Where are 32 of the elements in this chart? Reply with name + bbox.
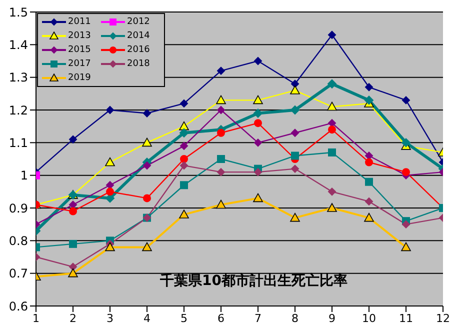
y-tick-label: 1.5: [8, 5, 28, 20]
x-tick-label: 3: [106, 312, 114, 325]
x-tick-label: 2: [70, 312, 76, 325]
x-tick-label: 11: [399, 312, 413, 325]
x-tick-label: 8: [292, 312, 298, 325]
y-tick-label: 0.6: [8, 299, 28, 314]
legend-label: 2017: [68, 59, 91, 69]
legend-label: 2018: [127, 59, 150, 69]
y-tick-label: 0.7: [8, 266, 28, 281]
legend-label: 2011: [68, 17, 91, 27]
y-tick-label: 1.2: [8, 103, 28, 118]
y-tick-label: 0.8: [8, 234, 28, 248]
y-tick-label: 0.9: [8, 201, 28, 216]
legend-label: 2013: [68, 31, 91, 41]
legend-label: 2019: [68, 73, 91, 83]
x-tick-label: 10: [362, 312, 376, 325]
legend-label: 2014: [127, 31, 150, 41]
x-tick-label: 4: [144, 312, 150, 325]
x-tick-label: 12: [436, 312, 450, 325]
x-tick-label: 1: [32, 312, 40, 325]
legend-label: 2015: [68, 45, 91, 55]
x-tick-label: 6: [218, 312, 224, 325]
y-tick-label: 1: [20, 168, 28, 183]
x-tick-label: 7: [254, 312, 262, 325]
y-tick-label: 1.3: [8, 70, 28, 85]
y-tick-label: 1.1: [8, 136, 28, 150]
legend-label: 2016: [127, 45, 150, 55]
x-tick-label: 5: [180, 312, 188, 325]
y-tick-label: 1.4: [8, 38, 28, 52]
text: 千葉県10都市計出生死亡比率: [160, 272, 348, 290]
x-tick-label: 9: [328, 312, 336, 325]
legend-label: 2012: [127, 17, 150, 27]
